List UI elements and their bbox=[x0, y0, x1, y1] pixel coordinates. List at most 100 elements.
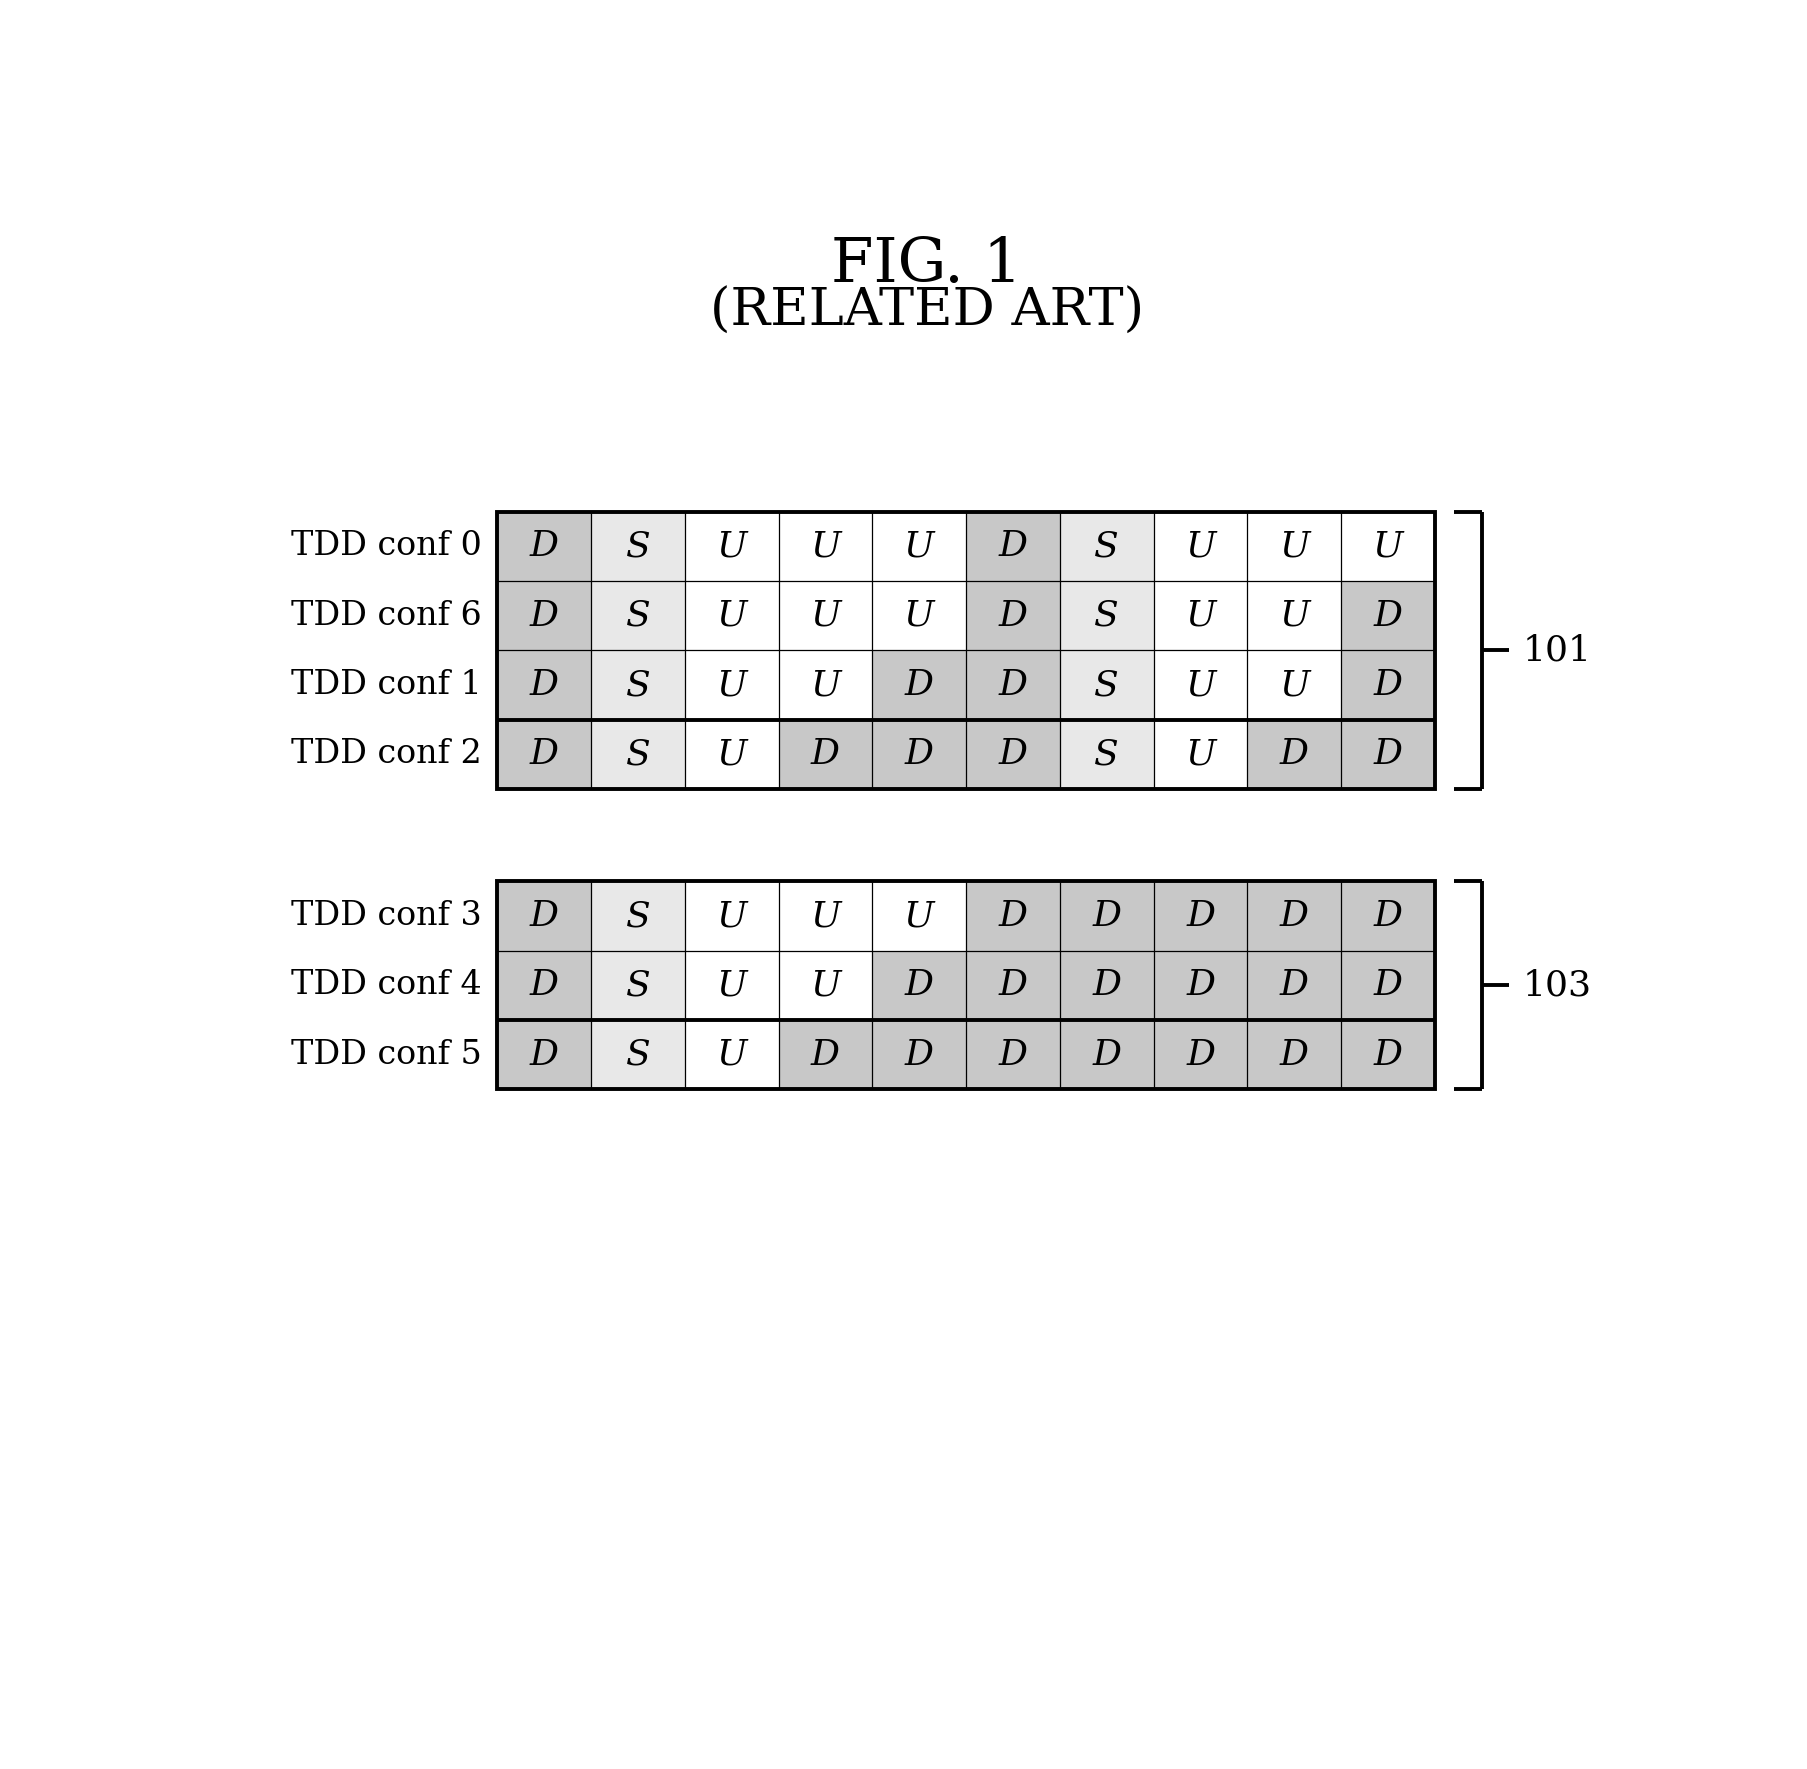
Text: TDD conf 5: TDD conf 5 bbox=[291, 1038, 481, 1070]
Text: D: D bbox=[811, 1038, 840, 1072]
Bar bbox=[1247, 720, 1341, 789]
Bar bbox=[591, 720, 685, 789]
Text: S: S bbox=[625, 529, 651, 564]
Bar bbox=[779, 881, 871, 950]
Text: U: U bbox=[1185, 669, 1214, 702]
Text: TDD conf 0: TDD conf 0 bbox=[291, 531, 481, 563]
Text: U: U bbox=[904, 899, 934, 932]
Text: D: D bbox=[529, 738, 558, 771]
Bar bbox=[965, 950, 1059, 1021]
Bar bbox=[591, 580, 685, 651]
Bar bbox=[1059, 720, 1153, 789]
Text: D: D bbox=[1279, 899, 1308, 932]
Bar bbox=[1247, 651, 1341, 720]
Text: U: U bbox=[904, 529, 934, 564]
Text: TDD conf 1: TDD conf 1 bbox=[291, 669, 481, 701]
Bar bbox=[779, 580, 871, 651]
Text: U: U bbox=[1372, 529, 1402, 564]
Text: 101: 101 bbox=[1521, 633, 1590, 667]
Text: D: D bbox=[1185, 968, 1214, 1003]
Text: D: D bbox=[1373, 669, 1402, 702]
Text: S: S bbox=[625, 1038, 651, 1072]
Text: FIG. 1: FIG. 1 bbox=[831, 235, 1021, 295]
Text: U: U bbox=[716, 669, 746, 702]
Bar bbox=[685, 580, 779, 651]
Bar bbox=[1341, 881, 1435, 950]
Bar bbox=[497, 1021, 591, 1090]
Text: D: D bbox=[529, 899, 558, 932]
Text: D: D bbox=[529, 598, 558, 633]
Bar bbox=[871, 511, 965, 580]
Text: D: D bbox=[1373, 968, 1402, 1003]
Bar bbox=[685, 950, 779, 1021]
Text: D: D bbox=[1091, 899, 1120, 932]
Bar bbox=[591, 511, 685, 580]
Bar bbox=[1341, 1021, 1435, 1090]
Text: U: U bbox=[904, 598, 934, 633]
Text: 103: 103 bbox=[1521, 968, 1590, 1003]
Bar bbox=[871, 950, 965, 1021]
Text: U: U bbox=[716, 529, 746, 564]
Bar bbox=[871, 580, 965, 651]
Text: D: D bbox=[904, 738, 932, 771]
Bar bbox=[1059, 580, 1153, 651]
Bar bbox=[1341, 720, 1435, 789]
Bar bbox=[779, 720, 871, 789]
Text: U: U bbox=[810, 968, 840, 1003]
Bar bbox=[965, 580, 1059, 651]
Bar bbox=[591, 881, 685, 950]
Bar bbox=[685, 651, 779, 720]
Text: D: D bbox=[904, 968, 932, 1003]
Text: D: D bbox=[529, 968, 558, 1003]
Text: D: D bbox=[1091, 968, 1120, 1003]
Bar bbox=[965, 881, 1059, 950]
Bar bbox=[685, 1021, 779, 1090]
Text: U: U bbox=[716, 968, 746, 1003]
Bar bbox=[871, 651, 965, 720]
Bar bbox=[871, 1021, 965, 1090]
Text: U: U bbox=[716, 738, 746, 771]
Bar bbox=[965, 651, 1059, 720]
Text: TDD conf 2: TDD conf 2 bbox=[291, 738, 481, 770]
Text: S: S bbox=[1093, 529, 1119, 564]
Bar bbox=[1153, 881, 1247, 950]
Text: D: D bbox=[1185, 899, 1214, 932]
Bar bbox=[591, 1021, 685, 1090]
Bar bbox=[1059, 1021, 1153, 1090]
Text: S: S bbox=[625, 598, 651, 633]
Bar bbox=[497, 511, 1435, 789]
Text: D: D bbox=[529, 1038, 558, 1072]
Bar bbox=[1153, 651, 1247, 720]
Text: D: D bbox=[997, 738, 1026, 771]
Text: S: S bbox=[1093, 598, 1119, 633]
Bar bbox=[1341, 651, 1435, 720]
Text: U: U bbox=[1278, 598, 1308, 633]
Text: U: U bbox=[810, 529, 840, 564]
Bar bbox=[779, 511, 871, 580]
Text: S: S bbox=[625, 899, 651, 932]
Bar bbox=[965, 511, 1059, 580]
Bar bbox=[1247, 881, 1341, 950]
Text: D: D bbox=[811, 738, 840, 771]
Bar bbox=[591, 651, 685, 720]
Text: D: D bbox=[1373, 598, 1402, 633]
Text: D: D bbox=[904, 669, 932, 702]
Text: D: D bbox=[1279, 1038, 1308, 1072]
Bar bbox=[497, 720, 591, 789]
Text: S: S bbox=[625, 738, 651, 771]
Bar bbox=[779, 950, 871, 1021]
Bar bbox=[1059, 881, 1153, 950]
Text: U: U bbox=[810, 598, 840, 633]
Text: TDD conf 3: TDD conf 3 bbox=[291, 900, 481, 932]
Text: D: D bbox=[529, 669, 558, 702]
Bar bbox=[497, 881, 1435, 1090]
Text: D: D bbox=[1373, 899, 1402, 932]
Text: U: U bbox=[1278, 529, 1308, 564]
Bar bbox=[1341, 580, 1435, 651]
Bar bbox=[1153, 511, 1247, 580]
Bar bbox=[685, 511, 779, 580]
Text: U: U bbox=[1185, 529, 1214, 564]
Text: U: U bbox=[716, 1038, 746, 1072]
Bar bbox=[1341, 511, 1435, 580]
Bar bbox=[685, 720, 779, 789]
